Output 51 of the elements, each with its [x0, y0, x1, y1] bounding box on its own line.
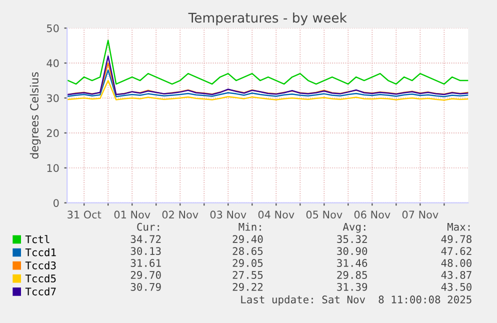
text: 31.39 [337, 282, 368, 291]
chart-title: Temperatures - by week [188, 12, 347, 26]
text: 28.65 [232, 247, 263, 255]
text: 34.72 [130, 235, 161, 244]
text: 31.61 [130, 259, 161, 267]
text: 48.00 [441, 259, 472, 267]
x-tick-label: 02 Nov [162, 210, 198, 219]
text: Last update: Sat Nov 8 11:00:08 2025 [241, 295, 472, 306]
x-tick-label: 31 Oct [68, 210, 102, 219]
x-tick-label: 05 Nov [306, 210, 342, 219]
y-tick-label: 10 [47, 164, 59, 172]
text: Avg: [342, 222, 366, 233]
text: 35.32 [337, 235, 367, 244]
y-tick-label: 50 [47, 24, 59, 32]
legend-label: Tccd3 [25, 261, 56, 270]
y-axis-title: degrees Celsius [30, 72, 41, 159]
y-tick-label: 20 [46, 129, 59, 138]
legend-label: Tccd5 [25, 274, 56, 282]
text: 31.46 [337, 259, 368, 267]
text: 30.90 [337, 247, 368, 255]
x-tick-label: 07 Nov [402, 210, 438, 219]
line-series [67, 69, 468, 98]
text: Min: [238, 222, 261, 231]
x-tick-label: 04 Nov [258, 210, 294, 219]
y-tick-label: 30 [46, 94, 59, 102]
text: 29.70 [130, 271, 161, 279]
y-tick-label: 0 [54, 199, 59, 207]
text: 29.22 [232, 282, 263, 291]
legend-label: Tctl [25, 235, 50, 244]
legend-label: Tccd7 [25, 287, 56, 296]
x-tick-label: 03 Nov [210, 210, 246, 219]
x-tick-label: 06 Nov [354, 210, 390, 219]
line-series [67, 62, 468, 96]
text: 49.78 [441, 235, 472, 244]
text: 30.13 [130, 247, 161, 255]
text: 29.05 [232, 259, 263, 267]
line-series [67, 80, 468, 101]
text: 29.40 [232, 235, 263, 244]
y-tick-label: 40 [46, 59, 59, 68]
text: 47.62 [441, 247, 472, 255]
text: Max: [448, 223, 470, 231]
line-series [67, 40, 468, 85]
text: 27.55 [232, 271, 263, 279]
text: 30.79 [130, 282, 161, 291]
text: 43.87 [441, 271, 472, 279]
line-series [67, 55, 468, 96]
text: 29.85 [337, 271, 367, 279]
text: 43.50 [441, 282, 472, 291]
legend-label: Tccd1 [25, 248, 56, 256]
x-tick-label: 01 Nov [114, 210, 150, 219]
text: Cur: [137, 222, 160, 231]
